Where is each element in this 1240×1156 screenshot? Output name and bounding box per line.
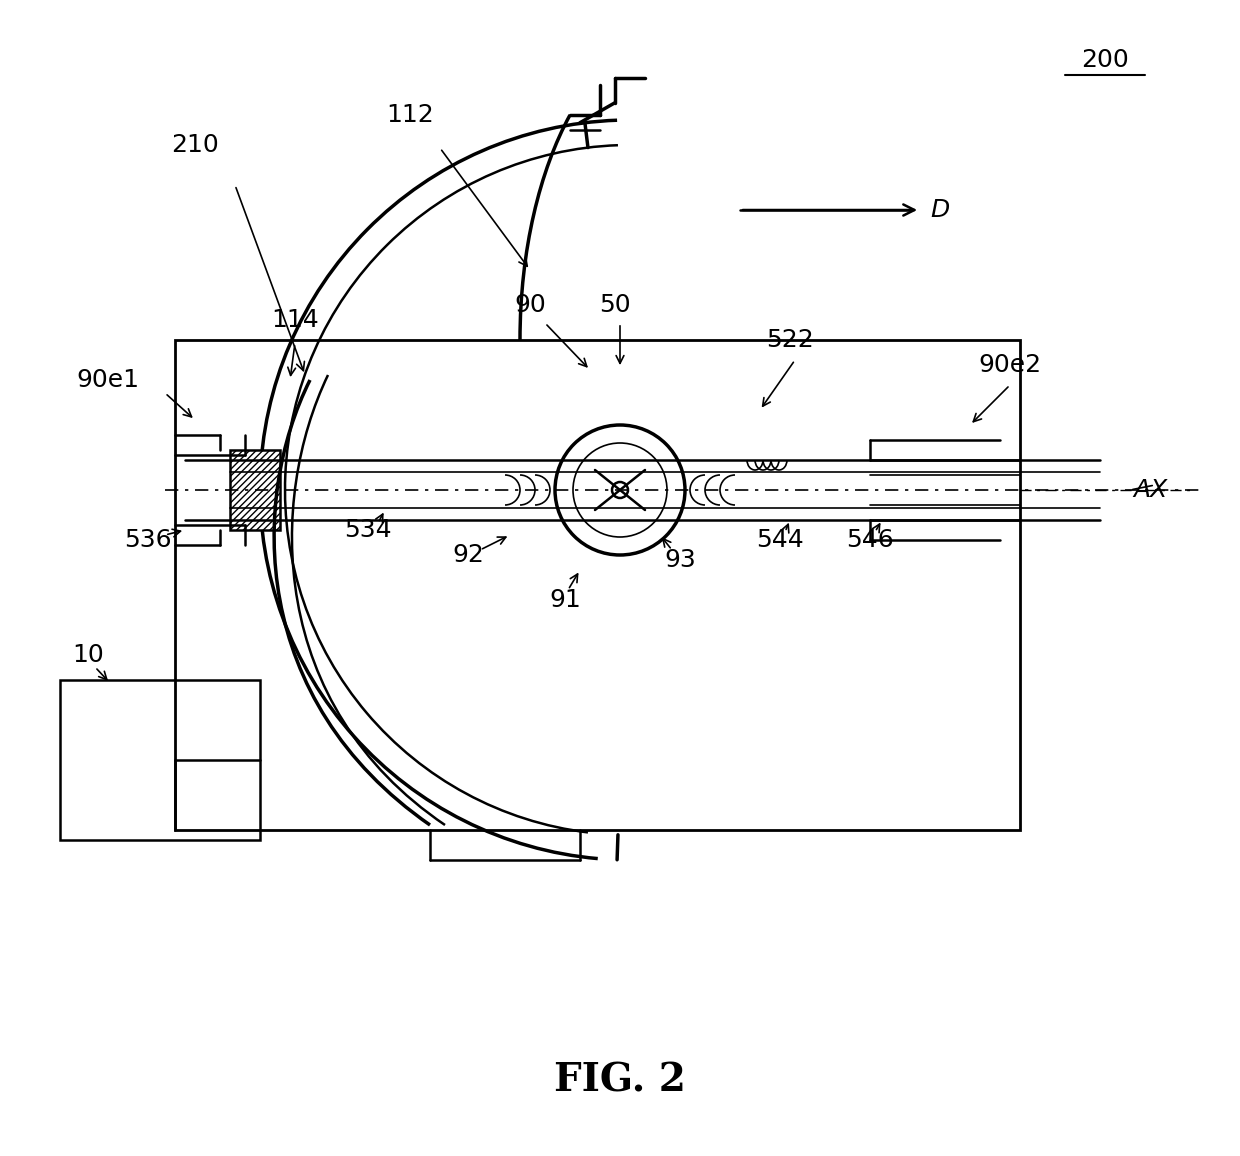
- Text: 10: 10: [72, 643, 104, 667]
- Text: 90e2: 90e2: [978, 353, 1042, 377]
- Text: 546: 546: [846, 528, 894, 553]
- Text: 93: 93: [665, 548, 696, 572]
- Text: FIG. 2: FIG. 2: [554, 1061, 686, 1099]
- Text: 114: 114: [272, 307, 319, 332]
- Text: 522: 522: [766, 328, 813, 351]
- Text: 536: 536: [124, 528, 172, 553]
- Text: 534: 534: [345, 518, 392, 542]
- Bar: [60, 680, 260, 840]
- Text: D: D: [930, 198, 950, 222]
- Text: 92: 92: [453, 543, 484, 566]
- Text: 544: 544: [756, 528, 804, 553]
- Bar: [229, 450, 280, 529]
- Text: 90e1: 90e1: [77, 368, 139, 392]
- Bar: [175, 340, 1021, 830]
- Text: 91: 91: [549, 588, 580, 612]
- Text: AX: AX: [1133, 477, 1167, 502]
- Text: 50: 50: [599, 292, 631, 317]
- Text: 112: 112: [386, 103, 434, 127]
- Circle shape: [613, 482, 627, 498]
- Text: 210: 210: [171, 133, 219, 157]
- Text: 90: 90: [515, 292, 546, 317]
- Text: 200: 200: [1081, 49, 1128, 72]
